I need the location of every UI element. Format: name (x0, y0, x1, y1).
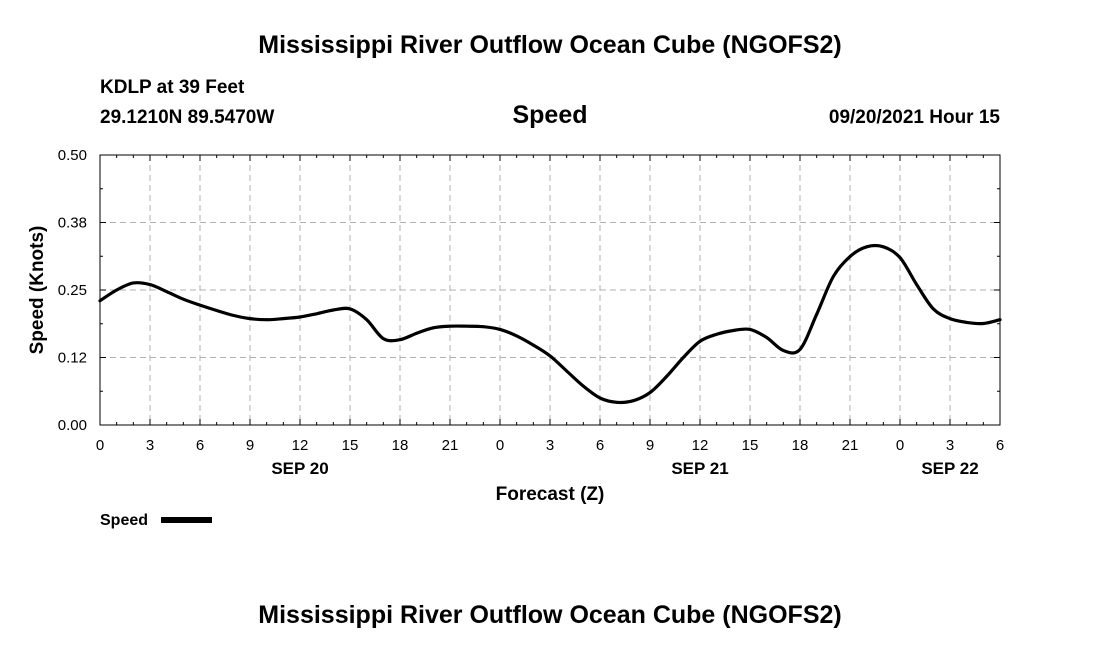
speed-data-point (98, 299, 102, 303)
x-tick-label: 6 (596, 437, 604, 454)
speed-data-point (181, 297, 185, 301)
speed-data-point (815, 312, 819, 316)
speed-data-point (631, 399, 635, 403)
x-tick-label: 6 (196, 437, 204, 454)
speed-data-point (348, 307, 352, 311)
speed-data-point (765, 336, 769, 339)
x-tick-label: 0 (496, 437, 504, 454)
speed-data-point (531, 343, 535, 347)
station-label: KDLP at 39 Feet (100, 77, 245, 98)
speed-data-point (215, 309, 219, 312)
speed-data-point (298, 315, 302, 319)
speed-data-point (315, 312, 319, 316)
speed-data-point (931, 307, 935, 311)
speed-data-point (381, 337, 385, 340)
speed-data-point (781, 349, 785, 352)
x-date-label: SEP 21 (671, 459, 728, 478)
x-axis-title: Forecast (Z) (496, 484, 605, 505)
speed-data-point (698, 339, 702, 343)
speed-data-point (448, 324, 452, 328)
speed-data-point (831, 275, 835, 278)
speed-data-point (848, 255, 852, 258)
legend-swatch (161, 517, 212, 523)
x-tick-label: 15 (742, 437, 759, 454)
x-tick-label: 21 (442, 437, 459, 454)
x-tick-label: 0 (96, 437, 104, 454)
location-label: 29.1210N 89.5470W (100, 107, 275, 128)
y-tick-label: 0.50 (58, 147, 87, 164)
speed-data-point (398, 338, 402, 342)
x-tick-label: 18 (392, 437, 409, 454)
speed-data-point (615, 400, 619, 404)
axis-ticks (99, 154, 1001, 426)
speed-data-point (965, 321, 969, 324)
speed-data-point (715, 332, 719, 336)
speed-data-point (748, 328, 752, 331)
speed-data-point (898, 256, 902, 259)
speed-data-point (515, 334, 519, 338)
y-tick-label: 0.12 (58, 350, 87, 367)
speed-series-points (98, 245, 1002, 404)
speed-data-point (731, 329, 735, 332)
speed-data-point (165, 290, 169, 294)
axis-labels: 0 3 6 9 12 15 18 21 0 3 6 9 12 15 18 21 0 3 6 0.00 0.12 0.25 0… (58, 147, 1004, 478)
y-axis-title: Speed (Knots) (27, 226, 48, 355)
speed-data-point (665, 375, 669, 378)
speed-data-point (681, 356, 685, 359)
speed-data-point (248, 317, 252, 321)
speed-data-point (465, 324, 469, 328)
speed-data-point (648, 391, 652, 394)
speed-data-point (548, 354, 552, 358)
grid-lines (100, 155, 1000, 425)
speed-data-point (948, 317, 952, 321)
x-date-label: SEP 20 (271, 459, 328, 478)
speed-data-point (865, 245, 869, 249)
speed-data-point (998, 318, 1002, 322)
speed-data-point (131, 281, 135, 285)
chart-title-bottom: Mississippi River Outflow Ocean Cube (NG… (258, 601, 842, 629)
x-date-label: SEP 22 (921, 459, 978, 478)
speed-data-point (198, 303, 202, 307)
valid-time-label: 09/20/2021 Hour 15 (828, 107, 1000, 128)
speed-data-point (431, 326, 435, 330)
x-tick-label: 3 (546, 437, 554, 454)
speed-data-point (581, 384, 585, 388)
chart-title-top: Mississippi River Outflow Ocean Cube (NG… (258, 31, 842, 59)
speed-data-point (148, 283, 152, 286)
speed-data-point (231, 313, 235, 317)
speed-data-point (498, 328, 502, 331)
x-tick-label: 6 (996, 437, 1004, 454)
y-tick-label: 0.38 (58, 215, 87, 232)
x-tick-label: 3 (146, 437, 154, 454)
x-tick-label: 3 (946, 437, 954, 454)
speed-data-point (415, 331, 419, 335)
legend-label: Speed (100, 512, 148, 529)
speed-data-point (798, 348, 802, 351)
x-tick-label: 9 (246, 437, 254, 454)
y-tick-label: 0.25 (58, 282, 87, 299)
x-tick-label: 12 (292, 437, 309, 454)
speed-data-point (915, 283, 919, 286)
speed-data-point (281, 317, 285, 321)
x-tick-label: 9 (646, 437, 654, 454)
y-tick-label: 0.00 (58, 417, 87, 434)
x-tick-label: 0 (896, 437, 904, 454)
speed-data-point (115, 288, 119, 292)
speed-data-point (565, 369, 569, 373)
speed-data-point (598, 396, 602, 400)
x-tick-label: 21 (842, 437, 859, 454)
x-tick-label: 12 (692, 437, 709, 454)
speed-data-point (331, 308, 335, 312)
x-tick-label: 18 (792, 437, 809, 454)
panel-title: Speed (512, 101, 588, 129)
legend: Speed (100, 512, 212, 529)
speed-data-point (881, 245, 885, 249)
speed-data-point (481, 325, 485, 329)
speed-data-point (265, 318, 269, 322)
x-tick-label: 15 (342, 437, 359, 454)
speed-data-point (365, 318, 369, 322)
speed-data-point (981, 322, 985, 325)
